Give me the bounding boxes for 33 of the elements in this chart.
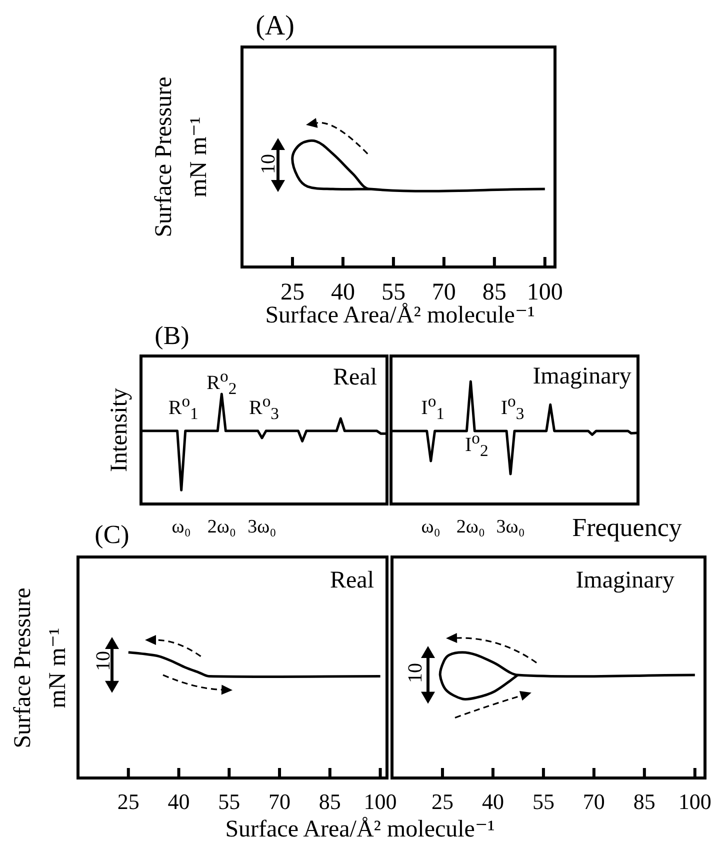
x-tick-label: 2ω₀	[456, 516, 485, 538]
chart-title: Real	[330, 566, 374, 596]
x-tick-label: 2ω₀	[207, 516, 236, 538]
x-tick-label: 55	[218, 788, 240, 814]
x-tick-label: 3ω₀	[248, 516, 276, 538]
y-axis-title: Surface Pressure mN m⁻¹	[9, 588, 72, 748]
chart-title: (A)	[256, 10, 294, 44]
x-tick-label: ω₀	[172, 516, 191, 538]
chart-title: Real	[333, 364, 377, 393]
x-tick-label: 40	[482, 788, 504, 814]
x-tick-label: 40	[168, 788, 190, 814]
chart-title: Imaginary	[576, 566, 674, 596]
annotation: 10	[404, 662, 428, 683]
annotation: 10	[256, 154, 280, 174]
text: (C)	[94, 519, 130, 552]
text: (B)	[154, 320, 190, 352]
y-axis-title: Intensity	[106, 388, 134, 472]
annotation: 10	[92, 651, 116, 672]
x-tick-label: 100	[678, 788, 712, 814]
x-tick-label: 25	[431, 788, 454, 814]
x-tick-label: 70	[582, 788, 605, 814]
x-axis-title: Surface Area/Å² molecule⁻¹	[225, 816, 495, 843]
x-tick-label: 70	[268, 788, 291, 814]
x-tick-label: 85	[633, 788, 656, 814]
x-axis-title: Frequency	[572, 512, 682, 544]
x-tick-label: 55	[532, 788, 554, 814]
x-tick-label: 85	[318, 788, 341, 814]
x-tick-label: ω₀	[421, 516, 440, 538]
chart-title: Imaginary	[532, 362, 632, 392]
x-tick-label: 3ω₀	[496, 516, 525, 538]
y-axis-title: Surface Pressure mN m⁻¹	[150, 76, 213, 238]
x-tick-label: 25	[117, 788, 140, 814]
x-tick-label: 100	[364, 788, 397, 814]
